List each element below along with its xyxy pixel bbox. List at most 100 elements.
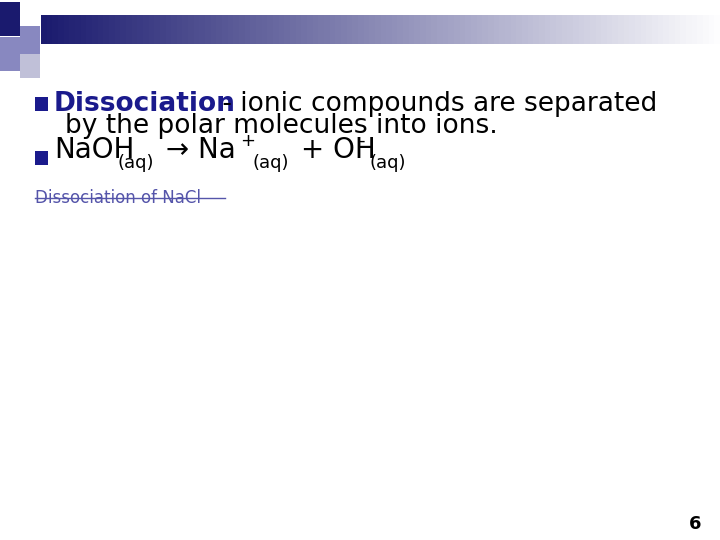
FancyBboxPatch shape <box>680 15 688 44</box>
FancyBboxPatch shape <box>534 15 541 44</box>
FancyBboxPatch shape <box>239 15 246 44</box>
FancyBboxPatch shape <box>488 15 495 44</box>
FancyBboxPatch shape <box>63 15 71 44</box>
FancyBboxPatch shape <box>103 15 110 44</box>
FancyBboxPatch shape <box>199 15 207 44</box>
FancyBboxPatch shape <box>233 15 240 44</box>
Text: +: + <box>240 132 255 150</box>
FancyBboxPatch shape <box>477 15 484 44</box>
FancyBboxPatch shape <box>544 15 552 44</box>
FancyBboxPatch shape <box>296 15 302 44</box>
FancyBboxPatch shape <box>251 15 258 44</box>
FancyBboxPatch shape <box>550 15 557 44</box>
FancyBboxPatch shape <box>528 15 535 44</box>
FancyBboxPatch shape <box>624 15 631 44</box>
FancyBboxPatch shape <box>194 15 201 44</box>
FancyBboxPatch shape <box>330 15 337 44</box>
Text: → Na: → Na <box>157 136 235 164</box>
FancyBboxPatch shape <box>494 15 501 44</box>
FancyBboxPatch shape <box>364 15 371 44</box>
FancyBboxPatch shape <box>160 15 167 44</box>
FancyBboxPatch shape <box>482 15 490 44</box>
FancyBboxPatch shape <box>256 15 263 44</box>
FancyBboxPatch shape <box>53 15 60 44</box>
FancyBboxPatch shape <box>154 15 161 44</box>
FancyBboxPatch shape <box>35 151 48 165</box>
Text: Dissociation: Dissociation <box>54 91 236 117</box>
FancyBboxPatch shape <box>307 15 314 44</box>
FancyBboxPatch shape <box>380 15 387 44</box>
FancyBboxPatch shape <box>341 15 348 44</box>
FancyBboxPatch shape <box>222 15 229 44</box>
FancyBboxPatch shape <box>567 15 575 44</box>
FancyBboxPatch shape <box>686 15 693 44</box>
FancyBboxPatch shape <box>228 15 235 44</box>
FancyBboxPatch shape <box>20 26 40 54</box>
FancyBboxPatch shape <box>279 15 286 44</box>
FancyBboxPatch shape <box>369 15 377 44</box>
FancyBboxPatch shape <box>177 15 184 44</box>
FancyBboxPatch shape <box>386 15 393 44</box>
FancyBboxPatch shape <box>460 15 467 44</box>
Text: (aq): (aq) <box>253 154 289 172</box>
FancyBboxPatch shape <box>98 15 104 44</box>
FancyBboxPatch shape <box>69 15 76 44</box>
FancyBboxPatch shape <box>629 15 636 44</box>
FancyBboxPatch shape <box>505 15 512 44</box>
FancyBboxPatch shape <box>573 15 580 44</box>
Text: + OH: + OH <box>292 136 376 164</box>
FancyBboxPatch shape <box>261 15 269 44</box>
FancyBboxPatch shape <box>426 15 433 44</box>
FancyBboxPatch shape <box>703 15 710 44</box>
FancyBboxPatch shape <box>92 15 99 44</box>
FancyBboxPatch shape <box>86 15 94 44</box>
FancyBboxPatch shape <box>126 15 133 44</box>
FancyBboxPatch shape <box>562 15 569 44</box>
FancyBboxPatch shape <box>647 15 654 44</box>
FancyBboxPatch shape <box>443 15 450 44</box>
FancyBboxPatch shape <box>714 15 720 44</box>
FancyBboxPatch shape <box>397 15 405 44</box>
FancyBboxPatch shape <box>595 15 603 44</box>
FancyBboxPatch shape <box>579 15 585 44</box>
FancyBboxPatch shape <box>143 15 150 44</box>
FancyBboxPatch shape <box>692 15 699 44</box>
Text: by the polar molecules into ions.: by the polar molecules into ions. <box>65 113 498 139</box>
FancyBboxPatch shape <box>114 15 122 44</box>
FancyBboxPatch shape <box>641 15 648 44</box>
FancyBboxPatch shape <box>449 15 456 44</box>
FancyBboxPatch shape <box>41 15 48 44</box>
FancyBboxPatch shape <box>0 37 20 71</box>
FancyBboxPatch shape <box>245 15 252 44</box>
FancyBboxPatch shape <box>217 15 223 44</box>
Text: (aq): (aq) <box>117 154 154 172</box>
FancyBboxPatch shape <box>522 15 529 44</box>
FancyBboxPatch shape <box>211 15 218 44</box>
FancyBboxPatch shape <box>471 15 478 44</box>
Text: (aq): (aq) <box>369 154 406 172</box>
Text: - ionic compounds are separated: - ionic compounds are separated <box>214 91 657 117</box>
FancyBboxPatch shape <box>607 15 614 44</box>
FancyBboxPatch shape <box>658 15 665 44</box>
FancyBboxPatch shape <box>171 15 179 44</box>
FancyBboxPatch shape <box>352 15 359 44</box>
FancyBboxPatch shape <box>590 15 597 44</box>
FancyBboxPatch shape <box>35 97 48 111</box>
FancyBboxPatch shape <box>510 15 518 44</box>
FancyBboxPatch shape <box>75 15 82 44</box>
FancyBboxPatch shape <box>188 15 195 44</box>
FancyBboxPatch shape <box>375 15 382 44</box>
FancyBboxPatch shape <box>58 15 65 44</box>
FancyBboxPatch shape <box>148 15 156 44</box>
FancyBboxPatch shape <box>556 15 563 44</box>
FancyBboxPatch shape <box>431 15 438 44</box>
Text: -: - <box>359 132 365 150</box>
FancyBboxPatch shape <box>132 15 139 44</box>
FancyBboxPatch shape <box>516 15 523 44</box>
FancyBboxPatch shape <box>81 15 88 44</box>
FancyBboxPatch shape <box>336 15 342 44</box>
FancyBboxPatch shape <box>166 15 173 44</box>
FancyBboxPatch shape <box>318 15 325 44</box>
FancyBboxPatch shape <box>312 15 320 44</box>
FancyBboxPatch shape <box>109 15 116 44</box>
